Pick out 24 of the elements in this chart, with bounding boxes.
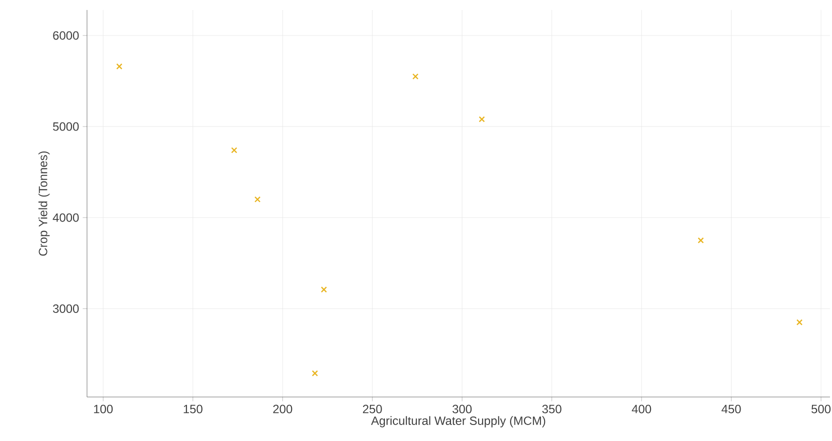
y-axis-title: Crop Yield (Tonnes) (38, 151, 50, 256)
point (312, 370, 318, 376)
y-tick-label: 6000 (53, 31, 79, 40)
x-axis-title: Agricultural Water Supply (MCM) (371, 416, 546, 428)
x-tick-label: 500 (812, 404, 831, 414)
x-tick-label: 200 (273, 404, 292, 414)
x-tick-label: 450 (722, 404, 741, 414)
point (254, 196, 261, 202)
x-tick-label: 300 (452, 404, 472, 414)
y-tick-label: 5000 (53, 122, 79, 131)
x-tick-label: 250 (362, 404, 382, 414)
point (412, 73, 419, 80)
point (231, 147, 238, 154)
point (320, 286, 327, 293)
point (698, 237, 704, 244)
y-tick-label: 4000 (52, 213, 79, 222)
point (116, 63, 122, 70)
point (478, 116, 485, 122)
x-tick-label: 100 (94, 404, 113, 414)
x-tick-label: 150 (184, 404, 202, 414)
point (796, 319, 803, 326)
y-tick-label: 3000 (52, 304, 79, 313)
x-tick-label: 350 (542, 404, 562, 414)
x-tick-label: 400 (632, 404, 652, 414)
